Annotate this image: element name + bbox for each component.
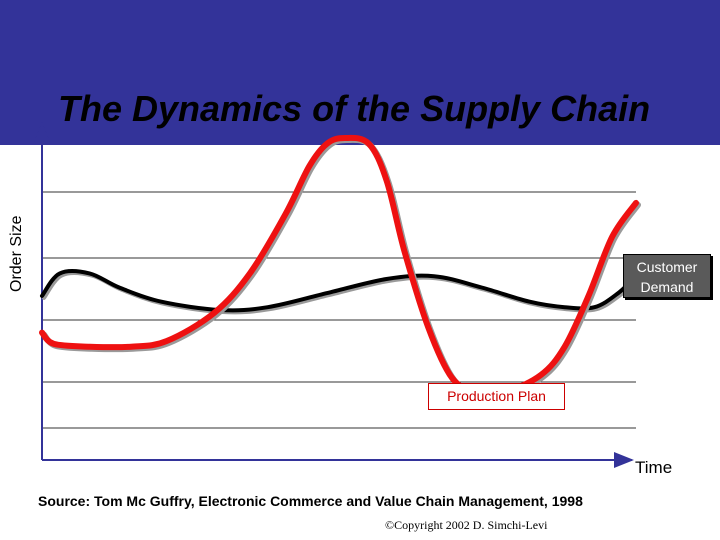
slide-title: The Dynamics of the Supply Chain <box>58 88 651 129</box>
production-plan-line <box>39 134 639 397</box>
production-plan-line-shadow <box>41 136 641 399</box>
series-layer <box>39 134 641 399</box>
customer-demand-label: Customer Demand <box>623 254 711 298</box>
customer-demand-line <box>40 269 638 313</box>
source-note: Source: Tom Mc Guffry, Electronic Commer… <box>38 493 583 509</box>
y-axis-label: Order Size <box>8 215 25 292</box>
production-plan-label: Production Plan <box>428 383 565 410</box>
x-axis-label: Time <box>635 458 673 477</box>
title-banner <box>0 0 720 145</box>
copyright-note: ©Copyright 2002 D. Simchi-Levi <box>385 518 548 532</box>
